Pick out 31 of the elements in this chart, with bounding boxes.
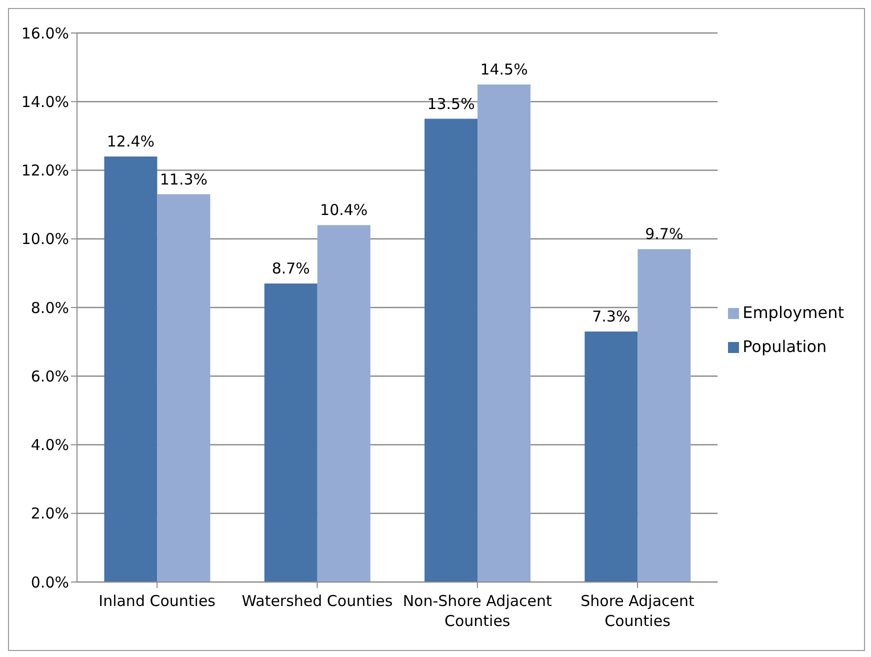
data-label: 14.5%: [480, 60, 528, 78]
legend-label: Employment: [742, 302, 844, 322]
y-tick-label: 0.0%: [30, 573, 69, 592]
bar: [157, 194, 210, 582]
x-tick-label: Inland Counties: [98, 592, 216, 610]
y-tick-label: 14.0%: [21, 92, 69, 111]
y-tick-label: 10.0%: [21, 230, 69, 248]
x-tick-label: Non-Shore Adjacent Counties: [402, 592, 552, 630]
y-tick-label: 4.0%: [30, 436, 69, 454]
bar: [478, 84, 531, 582]
bar: [317, 225, 370, 582]
data-label: 7.3%: [592, 308, 630, 326]
bar: [424, 118, 478, 582]
y-tick-label: 8.0%: [30, 298, 69, 317]
y-tick-label: 16.0%: [21, 24, 69, 42]
data-label: 9.7%: [645, 225, 684, 244]
x-tick-label: Watershed Counties: [242, 592, 393, 610]
bar: [264, 283, 318, 582]
data-label: 8.7%: [272, 259, 310, 278]
data-label: 11.3%: [160, 170, 208, 188]
y-tick-label: 12.0%: [21, 162, 69, 180]
bar: [104, 156, 158, 582]
data-label: 10.4%: [320, 201, 368, 220]
x-tick-label: Shore Adjacent Counties: [580, 592, 695, 630]
y-tick-label: 6.0%: [30, 367, 69, 386]
legend-label: Population: [742, 336, 827, 356]
data-label: 13.5%: [427, 94, 475, 113]
data-label: 12.4%: [106, 132, 155, 151]
bar: [584, 332, 638, 582]
y-tick-label: 2.0%: [30, 504, 69, 523]
bar: [638, 249, 691, 582]
